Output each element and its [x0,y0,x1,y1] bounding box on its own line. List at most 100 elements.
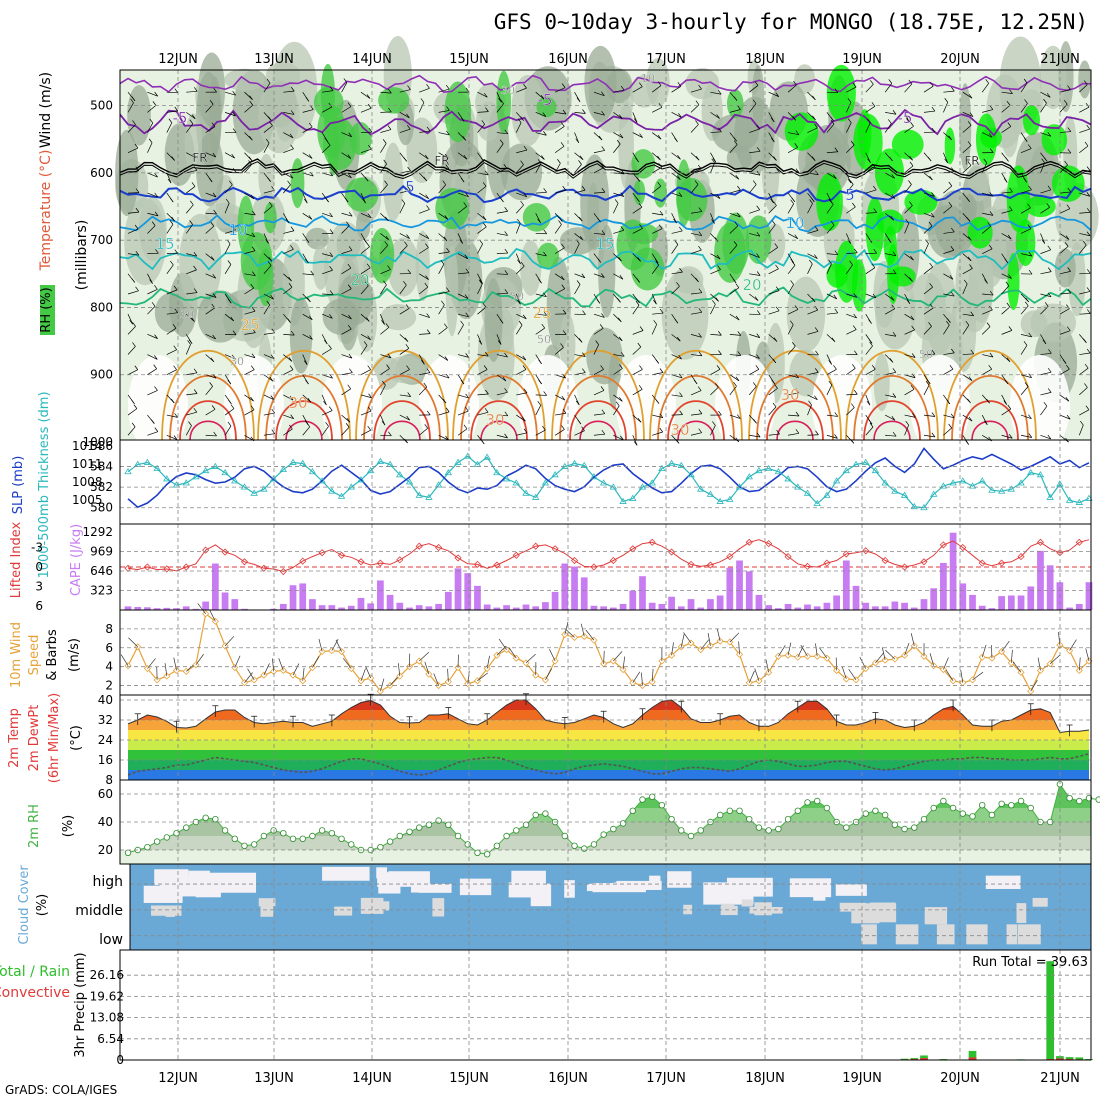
wind-barb [360,91,371,99]
lifted-index-point [143,563,151,571]
cape-bar [794,607,802,610]
wind-barb-flag [733,241,738,246]
wind-barb-flag [578,338,583,343]
wind-barb-flag [252,328,256,333]
wind-barb [846,144,855,153]
wind-barb [1020,253,1032,257]
wind-barb-flag [445,373,450,379]
wind-barb-flag [812,115,816,121]
lifted-index-point [1075,538,1083,546]
wind-barb-flag [265,138,270,144]
tick-label: -3 [31,541,43,555]
wind-barb [574,273,585,279]
wind-barb-flag [698,308,703,313]
wind-barb-flag [134,224,139,230]
wind-barb-flag [596,299,601,304]
cape-bar [474,585,481,610]
wind-barb [438,434,449,441]
wind-barb-flag [174,249,179,254]
cape-bar [503,605,510,610]
wind-barb-flag [381,420,386,426]
thickness-point [250,489,258,496]
wind-barb-flag [289,133,294,139]
wind-barb [680,634,685,647]
wind-barb-flag [131,399,135,405]
wind-barb-flag [582,352,586,357]
wind-barb-flag [346,417,351,423]
wind-barb [826,368,837,376]
temp-contour-5 [119,184,1092,204]
wind-barb-flag [386,364,390,369]
wind-barb-flag [601,110,605,116]
contour-label: FR [192,151,207,165]
thickness-point [483,453,491,460]
wind-barb-flag [504,248,509,254]
wind-barb-flag [715,383,719,388]
thickness-point [328,487,336,494]
cloud-mid-clear [754,902,772,916]
rh-point [843,824,850,831]
cape-bar [367,603,375,610]
rh-moist-shade [327,124,340,176]
wind-barb-flag [575,138,580,143]
rh-point [940,797,947,805]
wind-barb-flag [193,407,198,413]
temp-contour-warm [559,375,637,441]
wind-barb-flag [601,273,605,278]
wind-barb-flag [483,365,488,370]
wind-barb-flag [517,259,521,265]
contour-label: 20 [742,276,761,294]
thickness-point [580,461,588,468]
cape-bar [396,602,404,610]
thickness-point [153,464,161,472]
wind-barb-flag [523,428,528,434]
wind-barb [826,263,832,274]
rh-shade [445,245,459,337]
wind-barb [981,644,987,658]
wind-barb-flag [560,122,565,127]
rh-point [1066,795,1073,802]
thickness-point [124,467,132,475]
rh-shade [959,83,972,171]
wind-barb-flag [970,349,975,355]
wind-barb-flag [657,155,661,161]
rh-point [571,842,578,849]
wind-barb [1040,162,1045,174]
wind-barb [555,374,566,379]
wind-barb-flag [931,192,935,197]
wind-barb-flag [308,154,313,159]
axis-label: 1000-500mb Thickness (dm) [37,391,52,578]
rh-point [289,835,297,842]
wind-barb-flag [290,86,295,92]
wind-barb-flag [1028,332,1033,338]
wind-barb-flag [1044,302,1049,307]
rh-point [212,816,219,823]
wind-barb [962,414,973,422]
thickness-point [764,464,773,472]
wind-barb-flag [576,280,581,285]
wind-barb [477,393,489,396]
wind-barb [710,91,722,95]
wind-barb [224,91,236,96]
tick-label: 8 [105,773,113,787]
wind-barb-flag [833,365,837,370]
wind-barb-flag [1024,382,1029,387]
wind-barb-flag [443,236,448,241]
wind-barb [923,172,933,181]
precip-total-bar [1065,1057,1074,1060]
rh-point [348,841,355,848]
rh-point [979,802,986,809]
wind-barb-flag [986,398,990,404]
wind-barb [788,432,799,436]
wind-barb [424,661,430,675]
wind-barb [496,252,508,254]
wind-barb-flag [269,201,273,207]
wind-barb [846,102,852,113]
tick-label: 1014 [72,439,103,453]
wind-barb [904,414,916,418]
wind-barb [749,128,760,133]
wind-barb-flag [385,323,390,328]
wind-barb [683,632,692,644]
cape-bar [765,605,773,610]
